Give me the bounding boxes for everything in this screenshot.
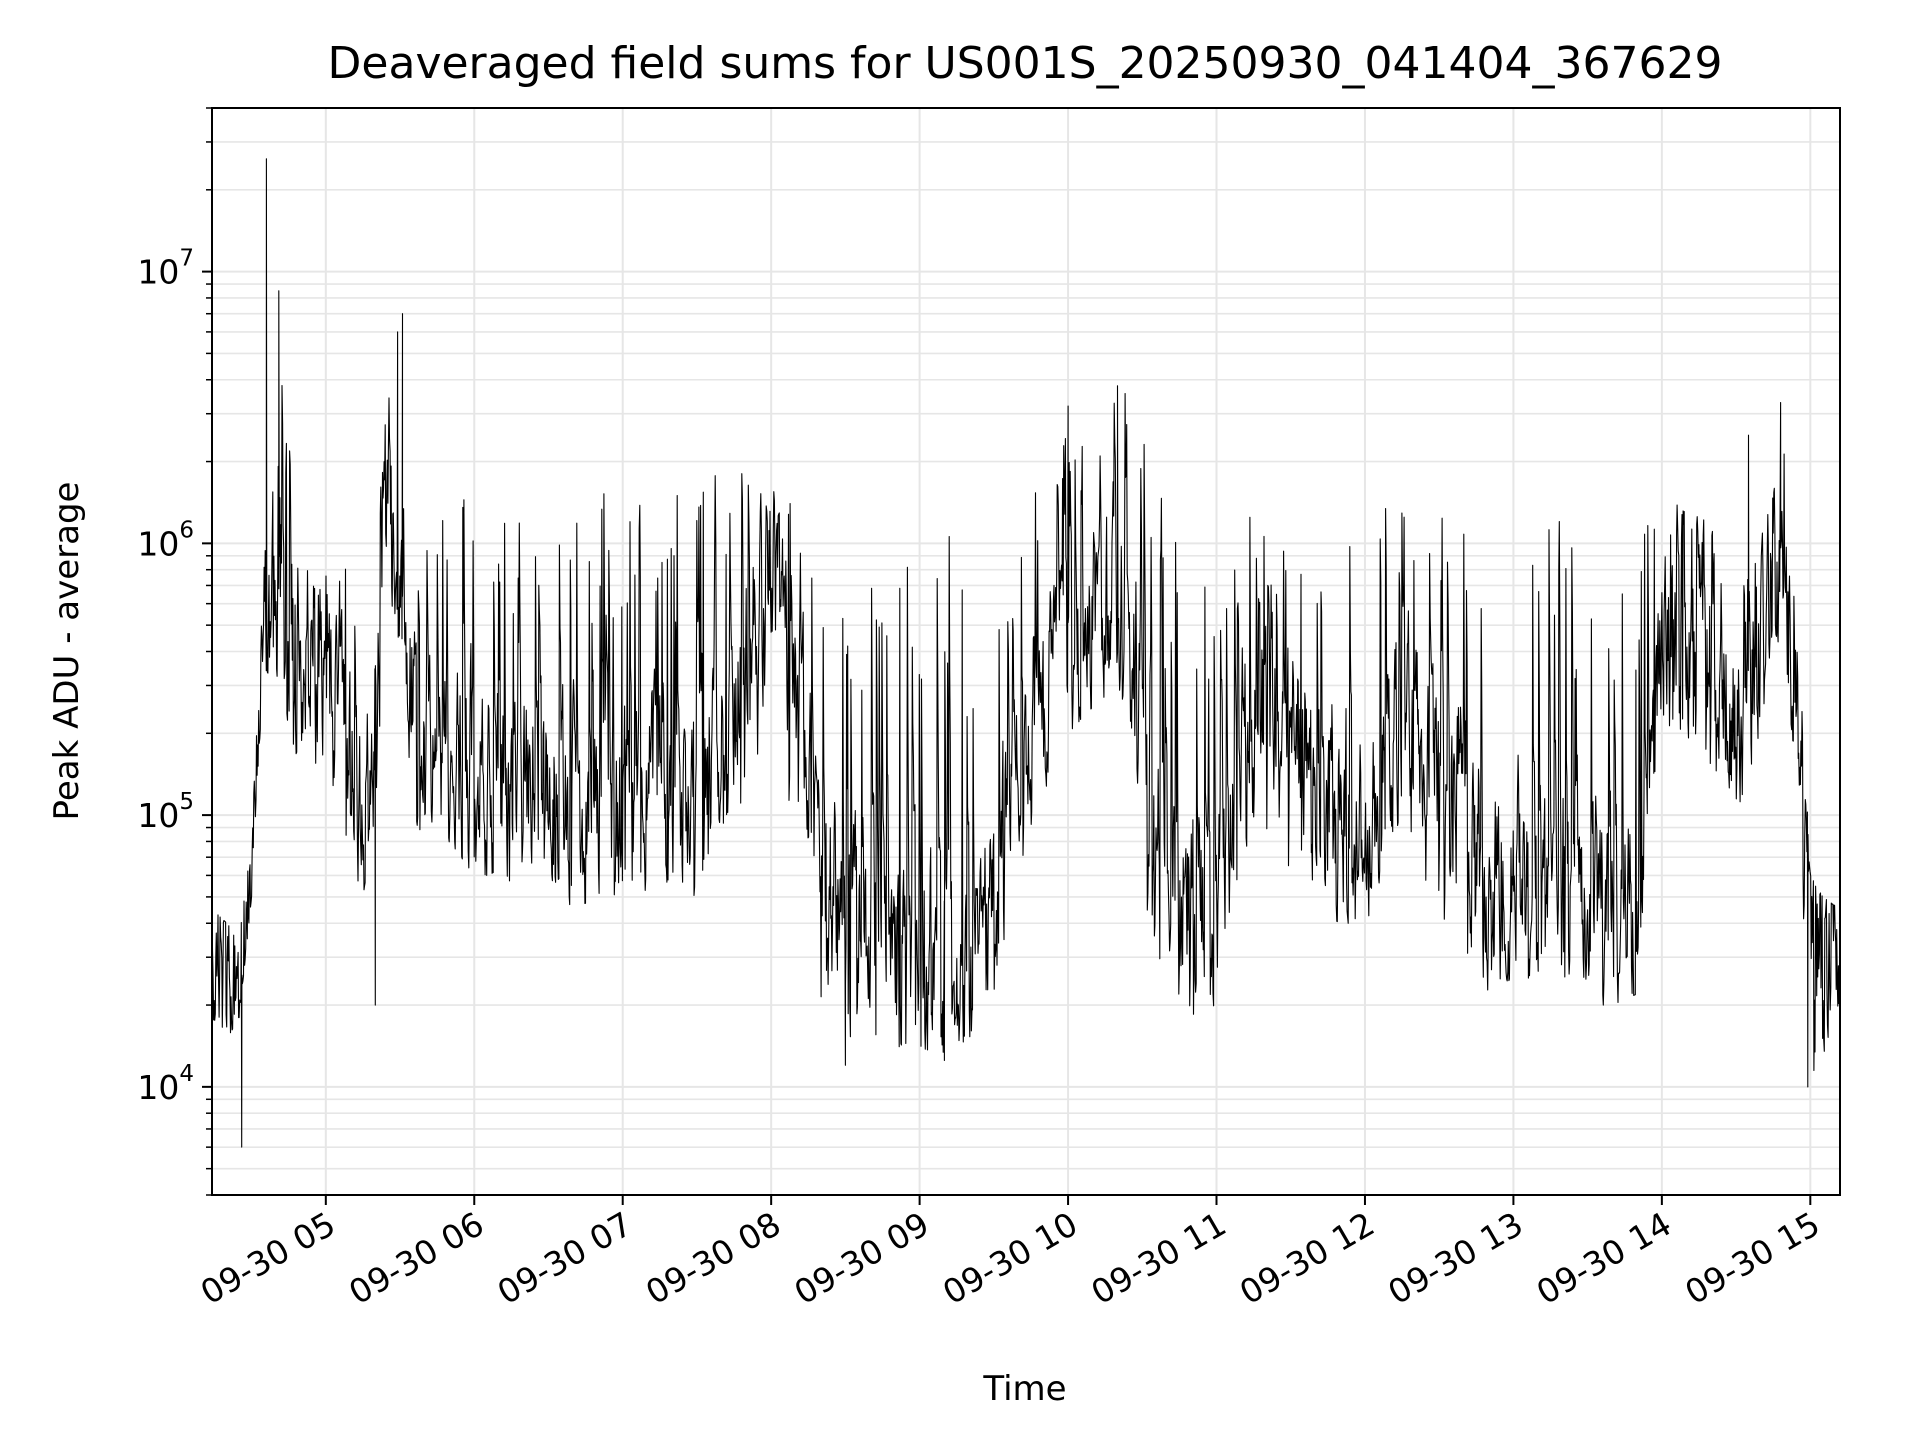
y-axis-label: Peak ADU - average [47, 482, 87, 821]
y-tick-base: 10 [137, 796, 179, 835]
y-tick-label: 104 [137, 1061, 194, 1107]
y-tick-label: 105 [137, 789, 194, 835]
series-line [211, 158, 1841, 1148]
x-axis-label: Time [982, 1369, 1066, 1409]
y-tick-exponent: 6 [179, 517, 194, 543]
chart-title: Deaveraged field sums for US001S_2025093… [328, 38, 1723, 89]
y-tick-base: 10 [137, 1068, 179, 1107]
y-tick-label: 106 [137, 517, 194, 563]
series-line-group [211, 158, 1841, 1148]
y-tick-exponent: 7 [179, 246, 194, 272]
y-tick-base: 10 [137, 253, 179, 292]
y-tick-exponent: 5 [179, 789, 194, 815]
y-tick-label: 107 [137, 246, 194, 292]
y-tick-exponent: 4 [179, 1061, 194, 1087]
y-tick-base: 10 [137, 524, 179, 563]
